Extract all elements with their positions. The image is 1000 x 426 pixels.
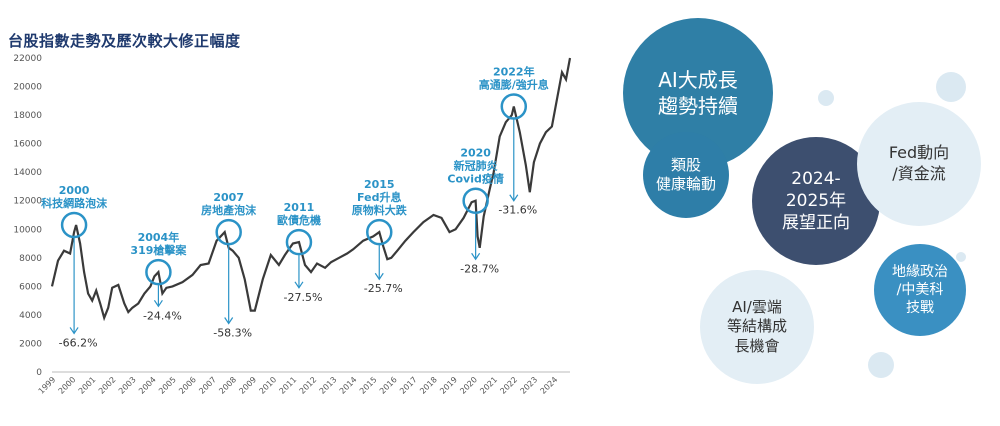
y-tick-label: 18000 — [13, 111, 42, 121]
event-label: 2022年高通膨/強升息 — [479, 65, 549, 92]
x-tick-label: 2012 — [298, 375, 319, 396]
y-tick-label: 4000 — [19, 311, 42, 321]
series-line — [50, 57, 572, 322]
event-label: 2007 房地產泡沫 — [201, 191, 257, 217]
bubble-cloud: AI/雲端 等結構成 長機會 — [700, 270, 814, 384]
event-label: 2015 Fed升息原物料大跌 — [352, 178, 408, 217]
x-tick-label: 2019 — [438, 375, 459, 396]
y-tick-label: 14000 — [13, 168, 42, 178]
line-chart: 0 2000 4000 6000 8000 10000 12000 14000 16000 180… — [13, 54, 572, 396]
bubble-geo: 地緣政治 /中美科 技戰 — [874, 244, 966, 336]
drawdown-label: -27.5% — [283, 291, 322, 304]
deco-circle — [936, 72, 966, 102]
x-tick-label: 2000 — [57, 375, 78, 396]
arrow-head — [509, 194, 519, 202]
y-tick-label: 16000 — [13, 140, 42, 150]
x-tick-label: 2023 — [519, 375, 540, 396]
y-tick-label: 12000 — [13, 197, 42, 207]
annotation-2: -58.3% 2007 房地產泡沫 — [201, 191, 257, 339]
peak-marker — [366, 218, 393, 246]
arrow-head — [69, 327, 79, 335]
x-tick-label: 2007 — [197, 375, 218, 396]
event-label: 2000 科技網路泡沫 — [41, 184, 108, 210]
x-tick-label: 2002 — [97, 375, 118, 396]
x-tick-label: 2004 — [137, 375, 158, 396]
annotation-4: -25.7% 2015 Fed升息原物料大跌 — [352, 178, 408, 295]
x-tick-label: 1999 — [37, 375, 58, 396]
event-label: 2004年 319槍擊案 — [130, 230, 187, 257]
y-tick-label: 20000 — [13, 83, 42, 93]
annotation-0: -66.2% 2000 科技網路泡沫 — [41, 184, 108, 349]
arrow-head — [374, 272, 384, 281]
x-tick-label: 2014 — [338, 375, 359, 396]
drawdown-label: -31.6% — [498, 204, 537, 217]
bubble-fed: Fed動向 /資金流 — [857, 102, 981, 226]
deco-circle — [868, 352, 894, 378]
annotation-5: -28.7% 2020 新冠肺炎 Covid疫情 — [447, 147, 503, 276]
peak-marker — [462, 187, 489, 214]
annotation-1: -24.4% 2004年 319槍擊案 — [130, 230, 187, 322]
peak-marker — [145, 258, 172, 286]
arrow-head — [153, 300, 163, 308]
x-tick-label: 2011 — [278, 375, 299, 396]
peak-marker — [60, 211, 88, 239]
y-axis: 0 2000 4000 6000 8000 10000 12000 14000 16000 180… — [13, 54, 42, 378]
x-tick-label: 2024 — [539, 375, 560, 396]
x-tick-label: 2013 — [318, 375, 339, 396]
x-tick-label: 2006 — [177, 375, 198, 396]
y-tick-label: 10000 — [13, 225, 42, 235]
peak-marker — [215, 218, 242, 246]
x-tick-label: 2016 — [378, 375, 399, 396]
arrow-head — [294, 281, 304, 289]
deco-circle — [956, 252, 966, 262]
drawdown-label: -28.7% — [460, 262, 499, 275]
event-label: 2020 新冠肺炎 Covid疫情 — [447, 147, 503, 186]
peak-marker — [500, 93, 528, 120]
bubble-defensive: 類股 健康輪動 — [643, 132, 729, 218]
annotations: -66.2% 2000 科技網路泡沫 -24.4% 2004年 319槍擊案 -58.3% 2… — [41, 65, 549, 350]
drawdown-label: -58.3% — [213, 326, 252, 339]
deco-circle — [818, 90, 834, 106]
arrow-head — [224, 317, 234, 325]
x-tick-label: 2008 — [217, 375, 238, 396]
x-tick-label: 2021 — [478, 375, 499, 396]
y-tick-label: 0 — [36, 368, 42, 378]
y-tick-label: 8000 — [19, 254, 42, 264]
drawdown-label: -66.2% — [59, 336, 98, 349]
x-tick-label: 2018 — [418, 375, 439, 396]
x-tick-label: 2003 — [117, 375, 138, 396]
annotation-6: -31.6% 2022年高通膨/強升息 — [479, 65, 549, 217]
x-tick-label: 2001 — [77, 375, 98, 396]
event-label: 2011 歐債危機 — [277, 201, 321, 227]
peak-marker — [285, 228, 313, 256]
x-tick-label: 2017 — [398, 375, 419, 396]
x-tick-label: 2009 — [237, 375, 258, 396]
x-tick-label: 2020 — [458, 375, 479, 396]
x-tick-label: 2005 — [157, 375, 178, 396]
drawdown-label: -25.7% — [364, 282, 403, 295]
y-tick-label: 6000 — [19, 282, 42, 292]
y-tick-label: 2000 — [19, 339, 42, 349]
x-tick-label: 2022 — [498, 375, 519, 396]
arrow-head — [471, 252, 481, 261]
x-tick-label: 2010 — [258, 375, 279, 396]
annotation-3: -27.5% 2011 歐債危機 — [277, 201, 322, 304]
drawdown-label: -24.4% — [143, 309, 182, 322]
x-tick-label: 2015 — [358, 375, 379, 396]
x-axis: 1999 2000 2001 2002 2003 2004 2005 2006 2007 2008… — [37, 371, 570, 396]
chart-title: 台股指數走勢及歷次較大修正幅度 — [8, 32, 241, 50]
y-tick-label: 22000 — [13, 54, 42, 64]
